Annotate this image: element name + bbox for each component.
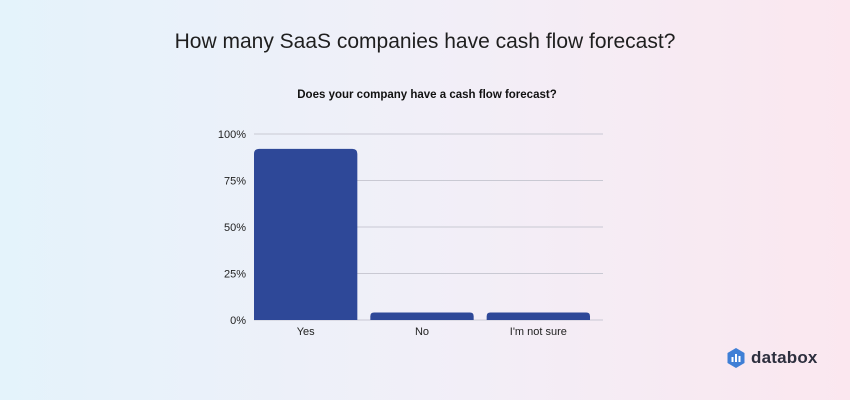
brand-name: databox xyxy=(751,348,818,367)
y-tick-label: 0% xyxy=(230,315,246,327)
x-tick-label: I'm not sure xyxy=(510,326,567,338)
x-tick-label: No xyxy=(415,326,429,338)
bar xyxy=(486,312,590,320)
chart-title: Does your company have a cash flow forec… xyxy=(297,89,557,101)
bar xyxy=(254,148,358,320)
y-tick-label: 75% xyxy=(224,176,246,188)
y-tick-label: 25% xyxy=(224,269,246,281)
x-tick-label: Yes xyxy=(297,326,315,338)
brand-logo: databox xyxy=(727,348,818,368)
databox-logo-icon xyxy=(727,348,745,368)
y-tick-label: 50% xyxy=(224,222,246,234)
page-title: How many SaaS companies have cash flow f… xyxy=(174,30,676,53)
y-tick-label: 100% xyxy=(218,129,246,141)
bar xyxy=(370,312,474,320)
